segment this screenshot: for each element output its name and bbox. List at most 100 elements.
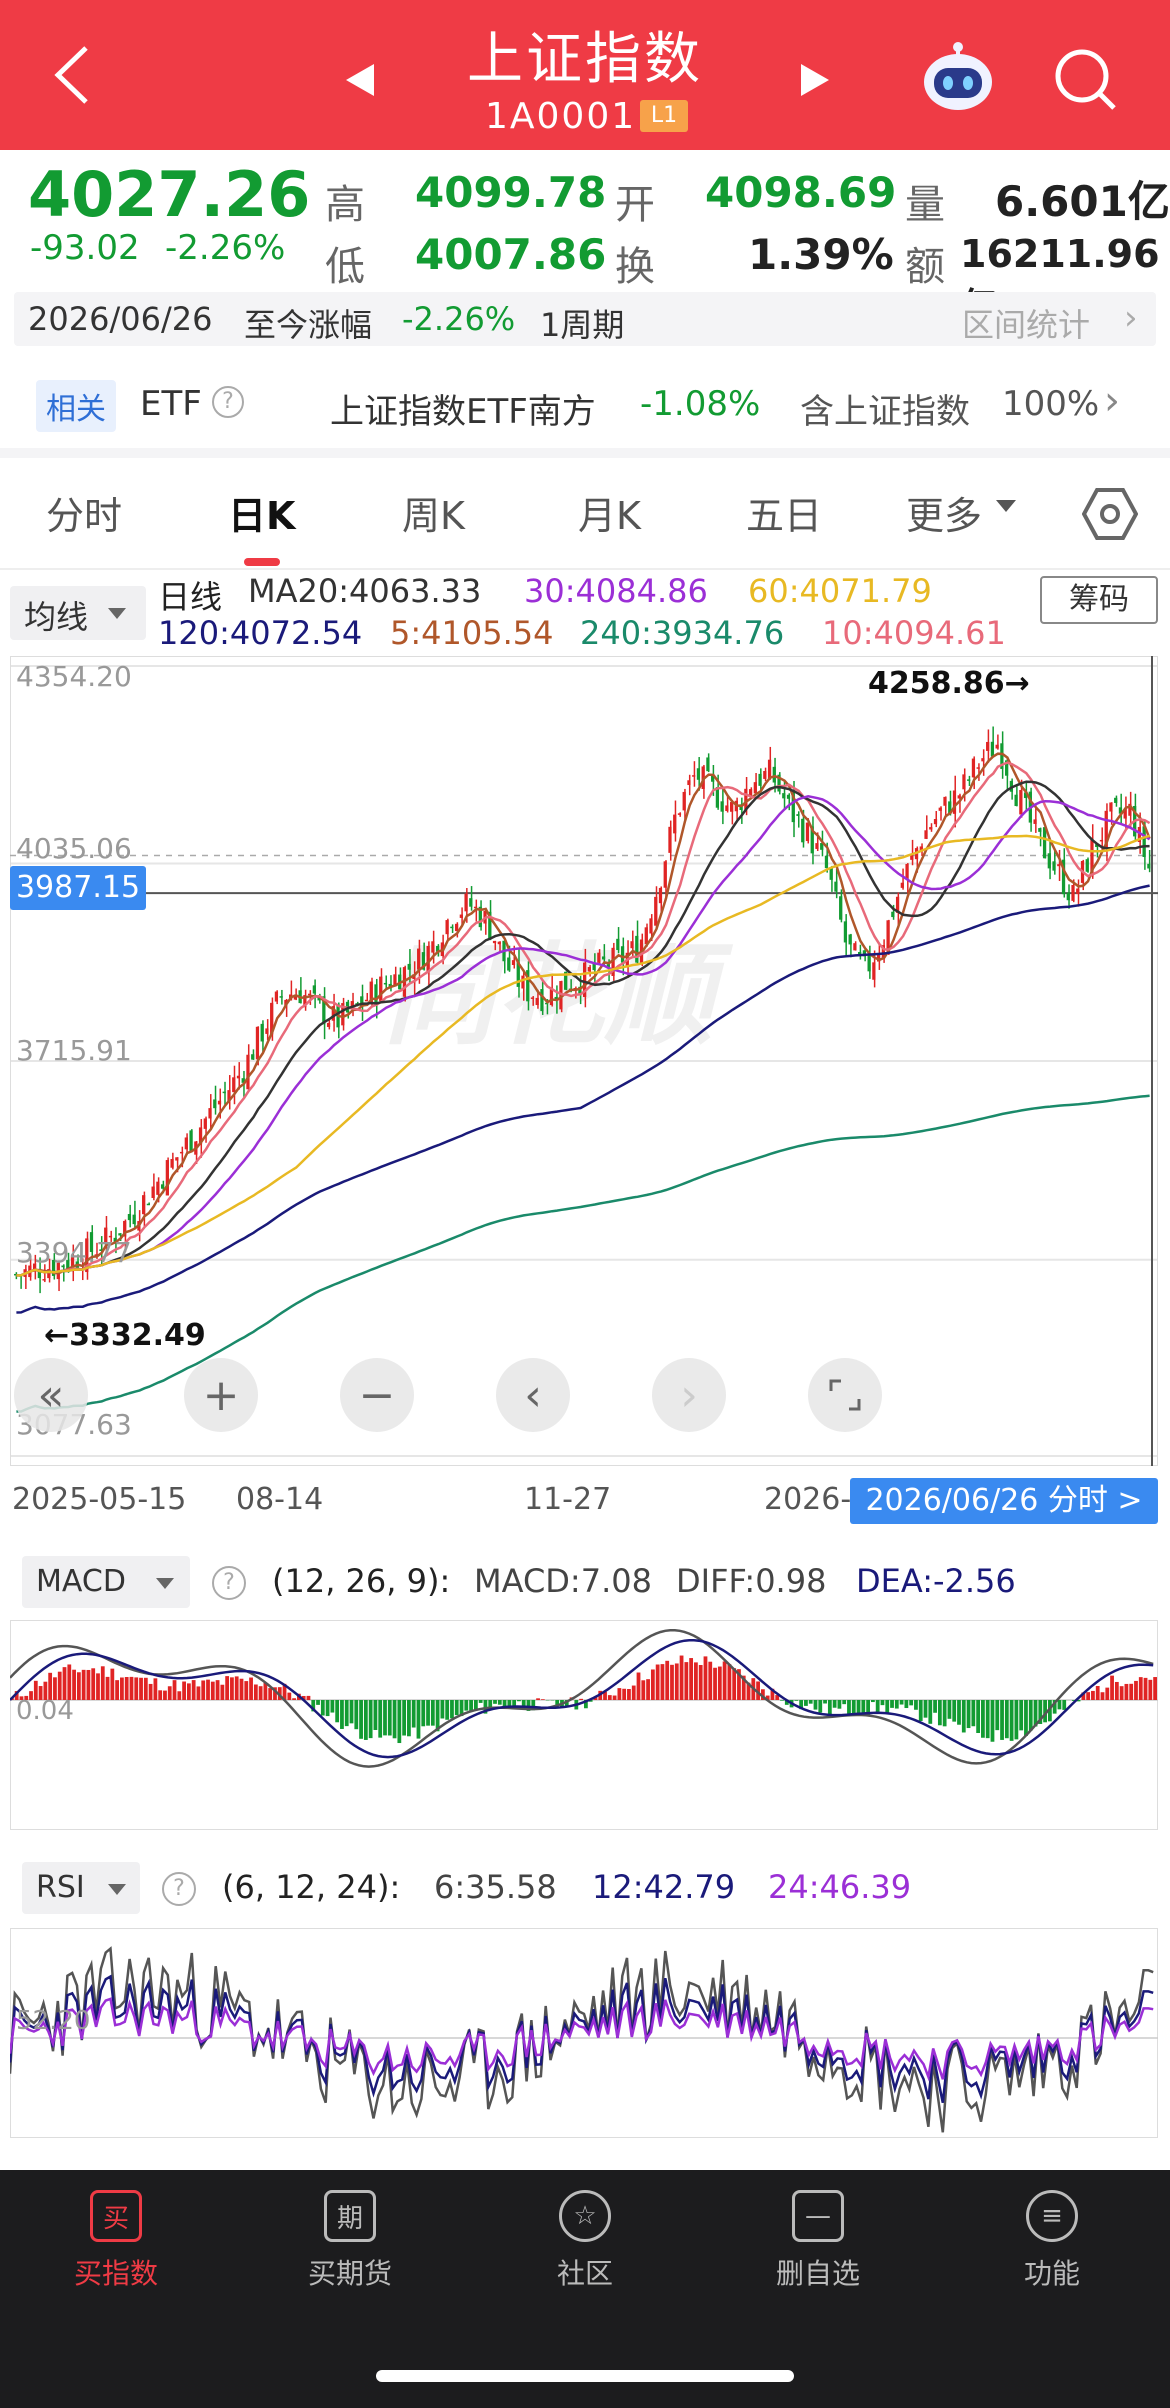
tab-five-day[interactable]: 五日 [746, 494, 823, 538]
interval-stats-link[interactable]: 区间统计 [962, 306, 1091, 344]
candle-body [720, 801, 724, 812]
candle-body [307, 993, 312, 996]
etf-bar[interactable]: 相关 ETF ? 上证指数ETF南方 -1.08% 含上证指数 100% › [0, 362, 1170, 448]
macd-bar [426, 1700, 430, 1726]
zoom-in-button[interactable]: + [184, 1358, 258, 1432]
search-icon[interactable] [1050, 44, 1120, 114]
scroll-right-button[interactable]: › [652, 1358, 726, 1432]
macd-bar [684, 1662, 689, 1700]
macd-bar [91, 1668, 96, 1700]
macd-bar [311, 1700, 316, 1712]
zoom-out-button[interactable]: − [340, 1358, 414, 1432]
next-triangle-icon[interactable] [795, 60, 835, 100]
macd-bar [536, 1698, 540, 1700]
fenshi-button[interactable]: 2026/06/26 分时 > [850, 1478, 1158, 1524]
candle-body [601, 956, 606, 960]
tab-more[interactable]: 更多 [906, 494, 983, 538]
robot-assistant-icon[interactable] [918, 38, 998, 118]
macd-bar [249, 1677, 253, 1700]
rsi-svg [8, 1927, 1159, 2139]
fullscreen-icon[interactable] [808, 1358, 882, 1432]
candle-body [421, 952, 426, 970]
settings-hexagon-icon[interactable] [1081, 486, 1139, 542]
tab-fenshi[interactable]: 分时 [46, 494, 123, 538]
macd-bar [186, 1683, 191, 1700]
macd-bar [741, 1675, 746, 1700]
nav-label: 删自选 [775, 2257, 860, 2290]
macd-bar [952, 1700, 957, 1722]
candle-body [1123, 808, 1127, 819]
candle-body [469, 898, 473, 907]
macd-bar [655, 1664, 660, 1700]
candle-body [374, 984, 378, 1004]
candle-body [1114, 797, 1118, 803]
question-icon[interactable]: ? [212, 386, 244, 418]
macd-bar [120, 1677, 124, 1700]
candle-body [70, 1256, 75, 1271]
nav-buy-futures[interactable]: 期 买期货 [270, 2190, 430, 2292]
macd-bar [1110, 1675, 1114, 1700]
macd-bar [698, 1665, 703, 1700]
macd-bar [847, 1700, 851, 1715]
candle-body [246, 1054, 250, 1090]
rsi-chart[interactable] [8, 1927, 1159, 2139]
period-bar[interactable]: 2026/06/26 至今涨幅 -2.26% 1周期 区间统计 › [14, 292, 1156, 346]
macd-bar [871, 1700, 875, 1703]
candle-body [417, 948, 421, 970]
candle-body [1000, 743, 1004, 769]
candle-body [540, 989, 544, 1012]
nav-remove-watchlist[interactable]: — 删自选 [738, 2190, 898, 2292]
macd-bar [387, 1700, 392, 1736]
candle-body [886, 920, 890, 952]
macd-bar [430, 1700, 435, 1726]
question-icon[interactable]: ? [212, 1566, 246, 1600]
macd-chart[interactable] [9, 1619, 1159, 1831]
tab-weekly-k[interactable]: 周K [402, 494, 465, 538]
candle-body [473, 906, 478, 909]
rsi-dropdown[interactable]: RSI [22, 1862, 140, 1914]
turnover-value: 1.39% [748, 230, 894, 279]
macd-params: (12, 26, 9): [272, 1562, 451, 1600]
candle-body [910, 854, 914, 860]
question-icon[interactable]: ? [162, 1872, 196, 1906]
chips-button[interactable]: 筹码 [1040, 576, 1158, 624]
nav-functions[interactable]: ≡ 功能 [972, 2190, 1132, 2292]
macd-bar [732, 1668, 737, 1700]
collapse-left-icon[interactable]: « [14, 1358, 88, 1432]
macd-bar [148, 1683, 153, 1700]
nav-buy-index[interactable]: 买 买指数 [36, 2190, 196, 2292]
rsi6-value: 6:35.58 [434, 1868, 557, 1906]
tab-daily-k[interactable]: 日K [228, 494, 296, 538]
candle-body [962, 774, 966, 790]
candle-body [872, 962, 876, 980]
nav-community[interactable]: ☆ 社区 [505, 2190, 665, 2292]
prev-triangle-icon[interactable] [340, 60, 380, 100]
macd-bar [354, 1700, 359, 1730]
macd-bar [163, 1690, 167, 1700]
candle-body [606, 964, 610, 967]
macd-bar [899, 1700, 904, 1705]
ma30-line [16, 795, 1151, 1277]
dea-line [9, 1638, 1154, 1759]
rsi-border [9, 1927, 1159, 2139]
ma-dropdown[interactable]: 均线 [10, 586, 146, 640]
candle-body [815, 843, 819, 849]
kline-chart[interactable]: 同花顺 [9, 655, 1159, 1467]
macd-bar [1124, 1683, 1129, 1700]
macd-bar [890, 1700, 894, 1708]
macd-bar [540, 1699, 545, 1700]
tab-monthly-k[interactable]: 月K [578, 494, 641, 538]
macd-bar [349, 1700, 354, 1724]
back-arrow-icon[interactable] [48, 40, 98, 110]
macd-bar [933, 1700, 937, 1713]
macd-dropdown[interactable]: MACD [22, 1556, 190, 1608]
candle-body [853, 943, 857, 951]
nav-label: 买期货 [307, 2257, 392, 2290]
scroll-left-button[interactable]: ‹ [496, 1358, 570, 1432]
macd-bar [918, 1700, 923, 1722]
candle-body [1128, 803, 1132, 816]
macd-bar [737, 1669, 741, 1700]
candle-body [744, 788, 748, 810]
macd-bar [411, 1700, 416, 1728]
macd-bar [646, 1679, 650, 1700]
